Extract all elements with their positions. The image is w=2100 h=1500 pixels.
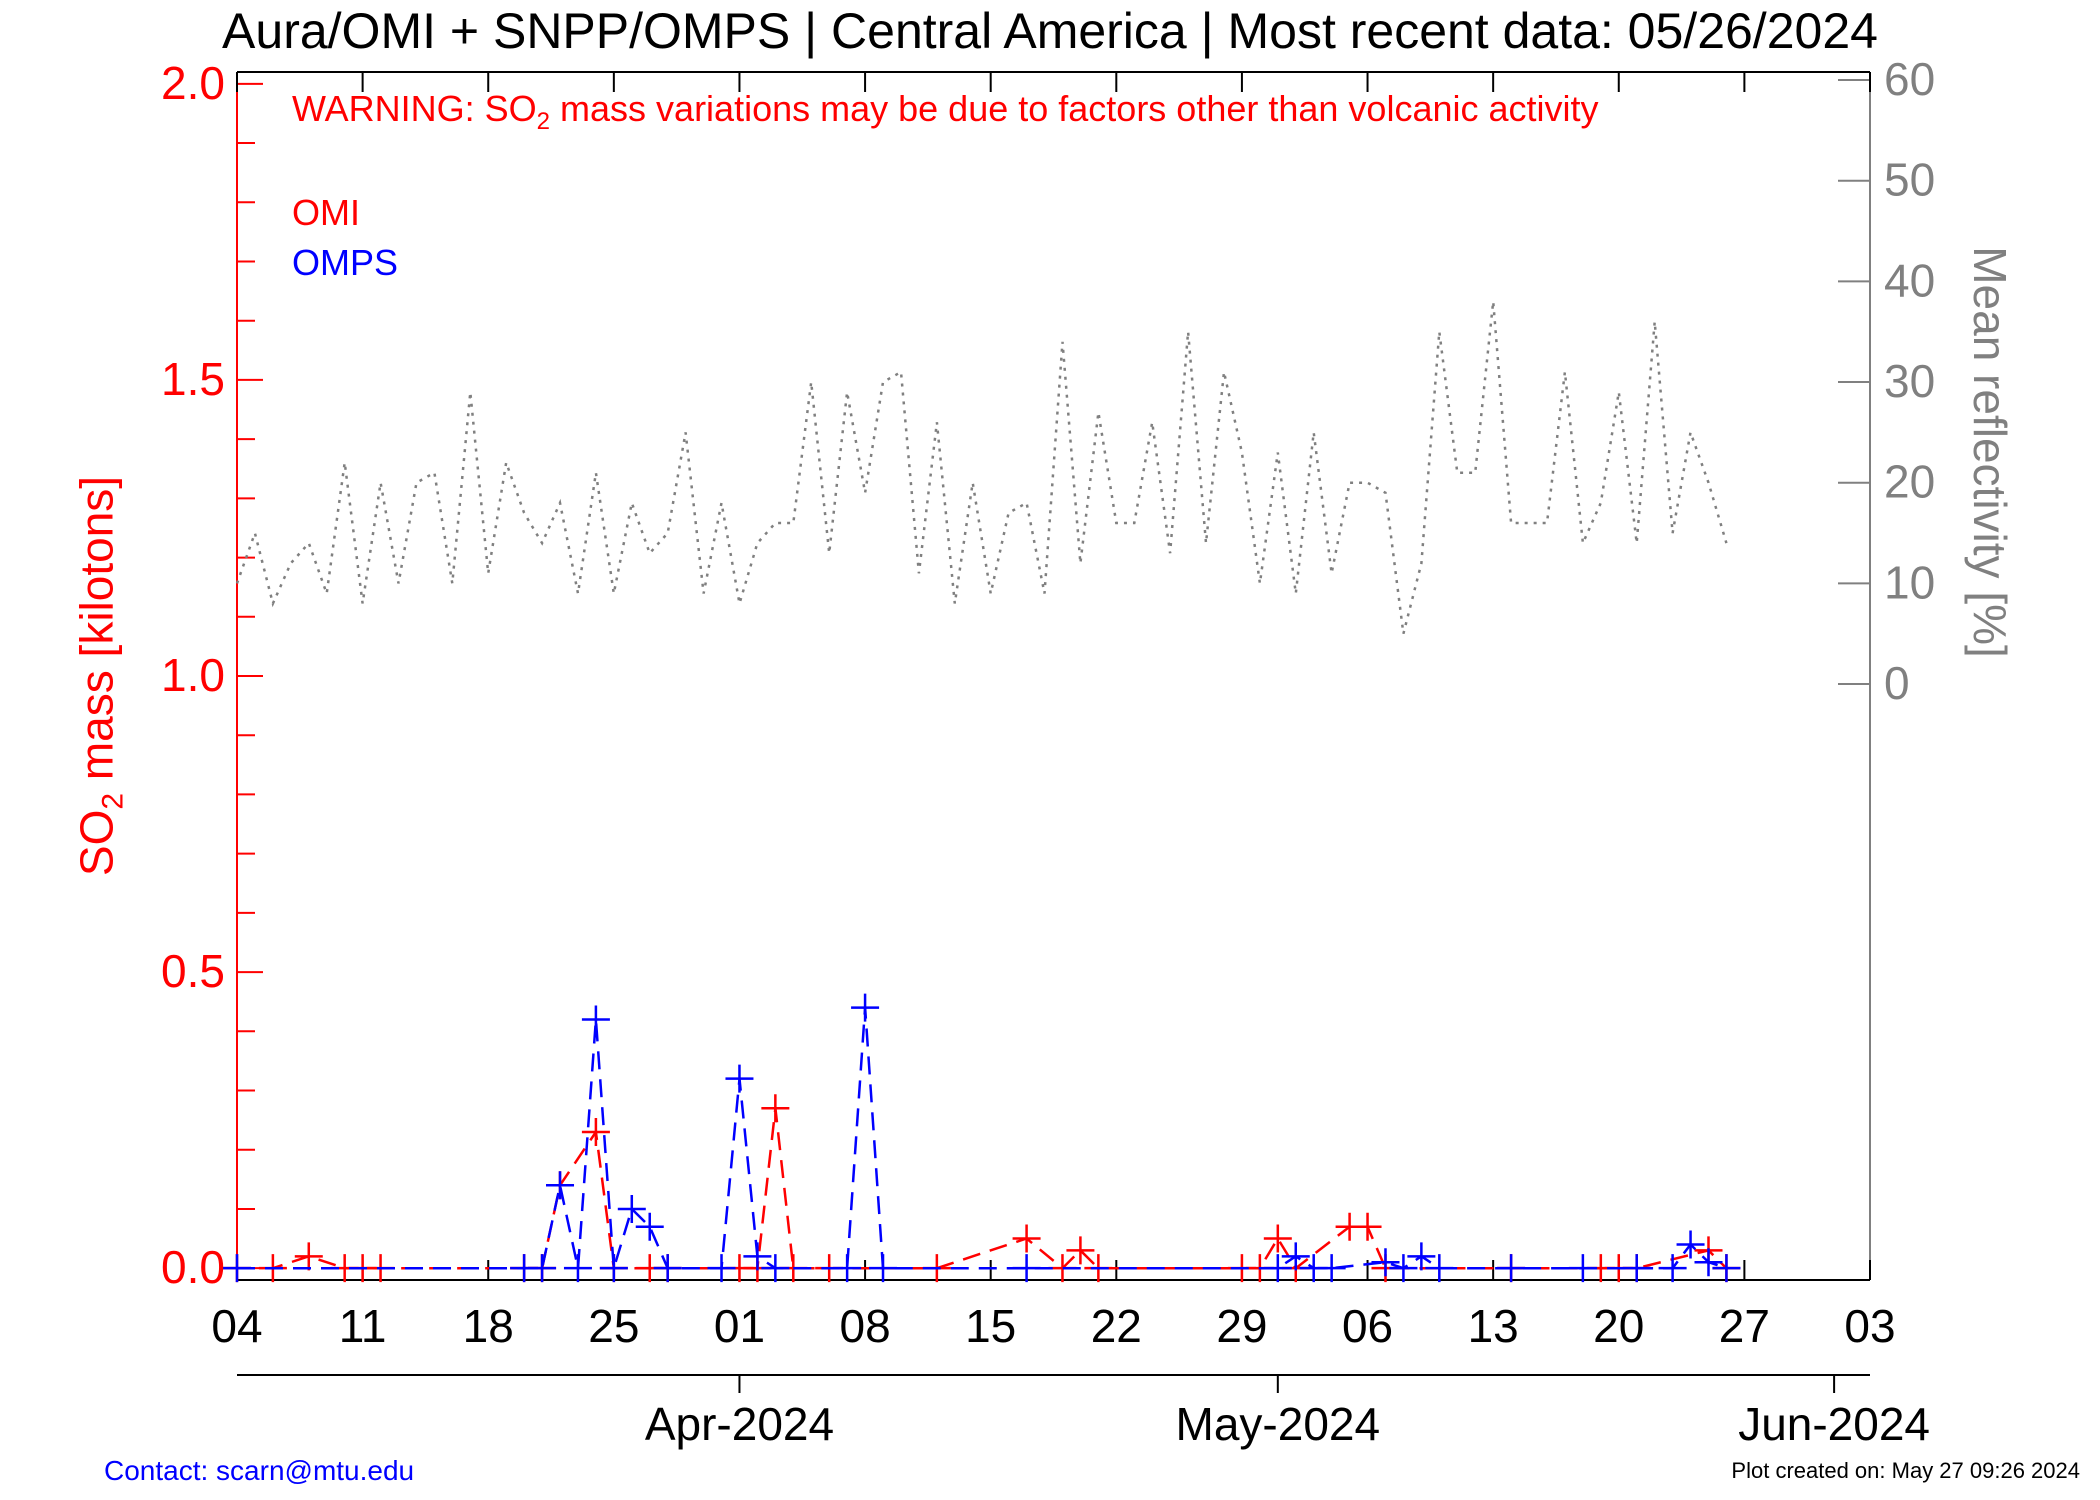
warning-note: WARNING: SO2 mass variations may be due … xyxy=(292,88,1599,136)
chart-title: Aura/OMI + SNPP/OMPS | Central America |… xyxy=(222,3,1878,59)
right-tick-label: 60 xyxy=(1884,53,1935,105)
data-point xyxy=(1712,1254,1741,1283)
data-point xyxy=(1012,1224,1041,1253)
data-point xyxy=(653,1254,682,1283)
x-day-label: 03 xyxy=(1844,1300,1895,1352)
x-day-label: 13 xyxy=(1468,1300,1519,1352)
data-point xyxy=(1012,1254,1041,1283)
data-point xyxy=(761,1254,790,1283)
data-point xyxy=(1658,1254,1687,1283)
series-line xyxy=(237,1007,1727,1270)
left-tick-label: 0.5 xyxy=(161,945,225,997)
data-point xyxy=(1353,1212,1382,1241)
legend-omi: OMI xyxy=(292,192,360,233)
x-month-label: May-2024 xyxy=(1176,1398,1381,1450)
series-mean-reflectivity xyxy=(235,301,1728,635)
data-point xyxy=(546,1171,575,1200)
x-day-label: 04 xyxy=(211,1300,262,1352)
left-tick-label: 2.0 xyxy=(161,57,225,109)
x-day-label: 06 xyxy=(1342,1300,1393,1352)
data-point xyxy=(869,1254,898,1283)
series-line xyxy=(235,301,1728,635)
data-point xyxy=(1622,1254,1651,1283)
data-point xyxy=(743,1242,772,1271)
right-tick-label: 40 xyxy=(1884,254,1935,306)
data-point xyxy=(725,1064,754,1093)
data-point xyxy=(833,1254,862,1283)
x-day-label: 25 xyxy=(588,1300,639,1352)
chart-axes xyxy=(236,71,1871,1393)
data-point xyxy=(1317,1254,1346,1283)
left-tick-label: 1.5 xyxy=(161,353,225,405)
x-month-label: Apr-2024 xyxy=(645,1398,834,1450)
series-omi xyxy=(223,1094,1741,1283)
x-day-label: 20 xyxy=(1593,1300,1644,1352)
x-day-label: 01 xyxy=(714,1300,765,1352)
right-tick-label: 20 xyxy=(1884,456,1935,508)
left-tick-label: 0.0 xyxy=(161,1241,225,1293)
x-day-label: 18 xyxy=(463,1300,514,1352)
data-point xyxy=(1497,1254,1526,1283)
x-day-label: 29 xyxy=(1216,1300,1267,1352)
data-point xyxy=(528,1254,557,1283)
x-day-label: 11 xyxy=(339,1300,387,1352)
x-day-label: 27 xyxy=(1719,1300,1770,1352)
data-point xyxy=(1389,1254,1418,1283)
right-axis-label: Mean reflectivity [%] xyxy=(1964,246,2016,658)
data-point xyxy=(635,1212,664,1241)
right-tick-label: 50 xyxy=(1884,154,1935,206)
right-tick-label: 0 xyxy=(1884,657,1910,709)
x-day-label: 15 xyxy=(965,1300,1016,1352)
contact-email-link[interactable]: Contact: scarn@mtu.edu xyxy=(104,1455,415,1486)
data-point xyxy=(599,1254,628,1283)
data-point xyxy=(563,1254,592,1283)
data-point xyxy=(761,1094,790,1123)
data-point xyxy=(581,1005,610,1034)
data-point xyxy=(1263,1254,1292,1283)
data-point xyxy=(851,993,880,1022)
data-point xyxy=(1263,1224,1292,1253)
data-point xyxy=(1568,1254,1597,1283)
data-point xyxy=(581,1117,610,1146)
data-point xyxy=(1066,1236,1095,1265)
data-point xyxy=(1694,1248,1723,1277)
chart-tick-labels: 0.0 0.5 1.0 1.5 2.0 0 10 20 30 40 50 60 04 11 18 25 01 08… xyxy=(161,53,1935,1450)
x-day-label: 08 xyxy=(839,1300,890,1352)
data-point xyxy=(1281,1242,1310,1271)
right-tick-label: 10 xyxy=(1884,556,1935,608)
data-point xyxy=(1407,1242,1436,1271)
data-point xyxy=(1371,1248,1400,1277)
left-tick-label: 1.0 xyxy=(161,649,225,701)
chart-series xyxy=(223,301,1741,1283)
data-point xyxy=(1676,1230,1705,1259)
series-line xyxy=(237,1108,1728,1271)
legend-omps: OMPS xyxy=(292,242,399,283)
plot-created-note: Plot created on: May 27 09:26 2024 xyxy=(1731,1458,2080,1483)
data-point xyxy=(617,1194,646,1223)
data-point xyxy=(1425,1254,1454,1283)
x-month-label: Jun-2024 xyxy=(1738,1398,1930,1450)
data-point xyxy=(223,1254,251,1283)
right-tick-label: 30 xyxy=(1884,355,1935,407)
left-axis-label: SO2 mass [kilotons] xyxy=(70,475,130,877)
data-point xyxy=(294,1242,323,1271)
data-point xyxy=(707,1254,736,1283)
x-day-label: 22 xyxy=(1091,1300,1142,1352)
series-omps xyxy=(223,993,1741,1283)
